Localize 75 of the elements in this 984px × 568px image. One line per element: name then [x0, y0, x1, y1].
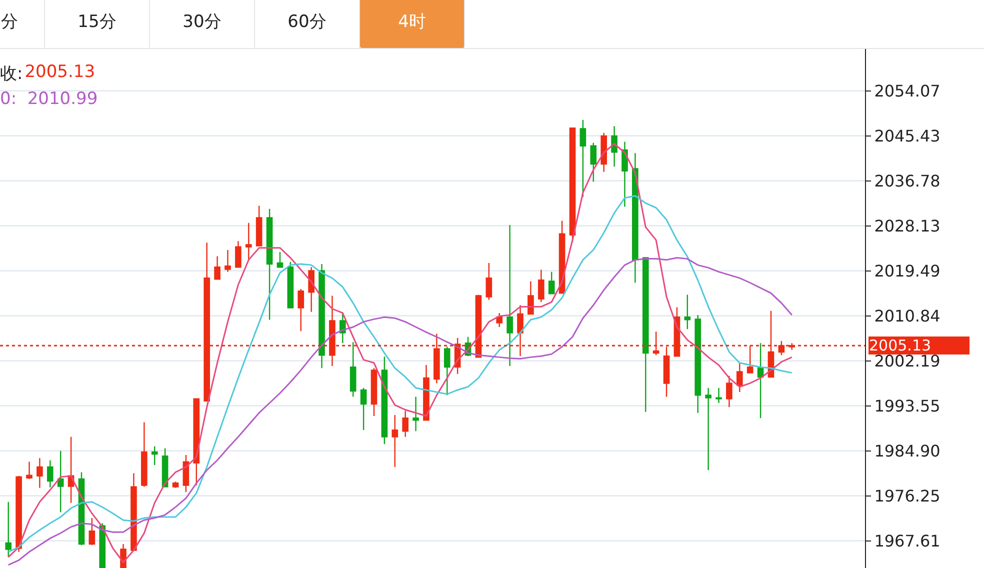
candlestick [622, 141, 628, 208]
annotation: 2005.13 [24, 62, 96, 82]
candlestick [716, 387, 722, 404]
y-tick-label: 2010.84 [874, 306, 940, 326]
candlestick [402, 410, 408, 438]
y-tick-label: 1967.61 [874, 531, 940, 550]
candlestick [350, 341, 356, 398]
text: 4时 [360, 0, 465, 48]
candlestick [590, 142, 597, 182]
candlestick [99, 522, 106, 568]
candlestick [266, 208, 273, 320]
text: 60分 [255, 0, 360, 48]
candlestick [642, 257, 649, 412]
candlestick [276, 251, 284, 268]
annotation: 0: 2010.99 [0, 89, 98, 109]
candlestick [235, 240, 242, 268]
y-tick-label: 2054.07 [874, 81, 940, 100]
candlestick [193, 398, 200, 486]
candlestick [287, 261, 294, 308]
y-tick-label: 1984.90 [874, 441, 940, 460]
candlestick [370, 368, 378, 417]
candlestick [444, 346, 450, 396]
candlestick [600, 132, 607, 172]
y-tick-label: 2045.43 [874, 126, 940, 146]
candlestick [224, 249, 231, 272]
candlestick [506, 224, 513, 367]
candlestick [548, 271, 555, 294]
candlestick [182, 454, 190, 493]
candlestick [726, 375, 732, 408]
candlestick [340, 312, 346, 344]
candlestick [611, 125, 618, 168]
candlestick [496, 312, 503, 328]
candlestick [632, 152, 638, 284]
candlestick [68, 436, 74, 504]
line-series [8, 257, 793, 566]
candlestick [214, 256, 220, 280]
candlestick [130, 472, 137, 551]
candlestick [245, 222, 252, 260]
candlestick [5, 501, 12, 558]
candlestick [308, 266, 314, 312]
candlestick [151, 446, 158, 466]
candlestick [392, 414, 398, 468]
text: 15分 [45, 0, 150, 48]
y-tick-label: 2036.78 [874, 171, 940, 190]
y-tick-label: 1976.25 [874, 486, 940, 506]
candlestick [46, 460, 54, 488]
candlestick [580, 119, 586, 198]
candlestick [736, 362, 743, 393]
candlestick [757, 342, 764, 419]
candlestick [538, 269, 544, 303]
y-tick-label: 1993.55 [874, 396, 940, 416]
candlestick [486, 262, 492, 301]
candlestick [57, 450, 64, 513]
candlestick [412, 396, 419, 432]
candlestick [318, 263, 325, 369]
candlestick [36, 458, 43, 488]
candlestick [172, 480, 179, 488]
y-tick-label: 2019.49 [874, 261, 940, 280]
candlestick [381, 356, 388, 445]
candlestick [360, 387, 367, 431]
candlestick [141, 422, 148, 488]
annotation: 收: [0, 63, 23, 85]
text: 分 [0, 0, 45, 48]
text: 30分 [150, 0, 255, 48]
y-tick-label: 2028.13 [874, 216, 940, 236]
candlestick [16, 475, 22, 552]
candlestick [423, 364, 430, 421]
candlestick [26, 461, 32, 480]
candlestick [684, 294, 691, 330]
candlestick [694, 314, 702, 414]
candlestick [528, 280, 534, 315]
candlestick [298, 288, 304, 332]
candlestick [256, 205, 262, 246]
candlestick [88, 517, 96, 546]
candlestick [705, 387, 712, 471]
